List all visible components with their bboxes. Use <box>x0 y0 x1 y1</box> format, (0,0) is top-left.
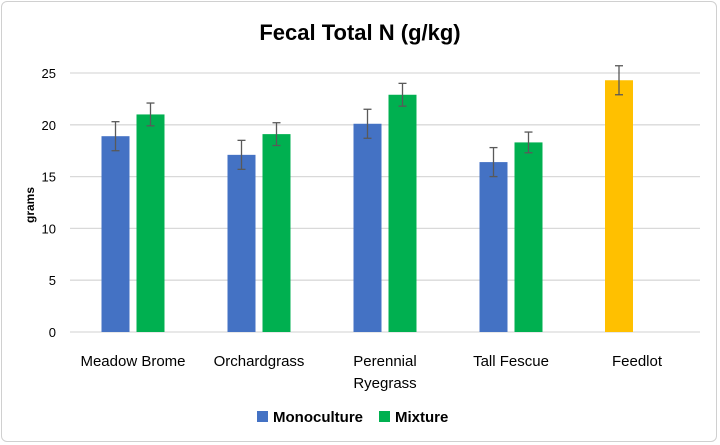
bar-mixture <box>514 142 543 332</box>
y-tick-label: 5 <box>49 273 56 288</box>
y-tick-label: 0 <box>49 325 56 340</box>
bar-monoculture <box>479 162 508 332</box>
legend-label: Mixture <box>395 409 448 426</box>
legend-swatch <box>379 411 390 422</box>
y-tick-label: 15 <box>42 170 56 185</box>
y-tick-label: 25 <box>42 66 56 81</box>
y-tick-label: 20 <box>42 118 56 133</box>
legend-swatch <box>257 411 268 422</box>
x-tick-label: Meadow Brome <box>80 353 185 370</box>
x-tick-label: Ryegrass <box>353 375 416 392</box>
x-tick-label: Feedlot <box>612 353 663 370</box>
bar-monoculture <box>101 136 130 332</box>
bar-mixture <box>388 94 417 332</box>
bar-monoculture <box>227 154 256 332</box>
x-tick-label: Perennial <box>353 353 416 370</box>
chart-title: Fecal Total N (g/kg) <box>259 20 460 45</box>
y-tick-label: 10 <box>42 221 56 236</box>
bar-mixture <box>136 114 165 332</box>
legend-label: Monoculture <box>273 409 363 426</box>
bar-feedlot <box>605 80 633 332</box>
x-tick-label: Orchardgrass <box>214 353 305 370</box>
bar-monoculture <box>353 123 382 332</box>
x-tick-label: Tall Fescue <box>473 353 549 370</box>
y-axis-label: grams <box>23 187 37 223</box>
bar-mixture <box>262 134 291 332</box>
